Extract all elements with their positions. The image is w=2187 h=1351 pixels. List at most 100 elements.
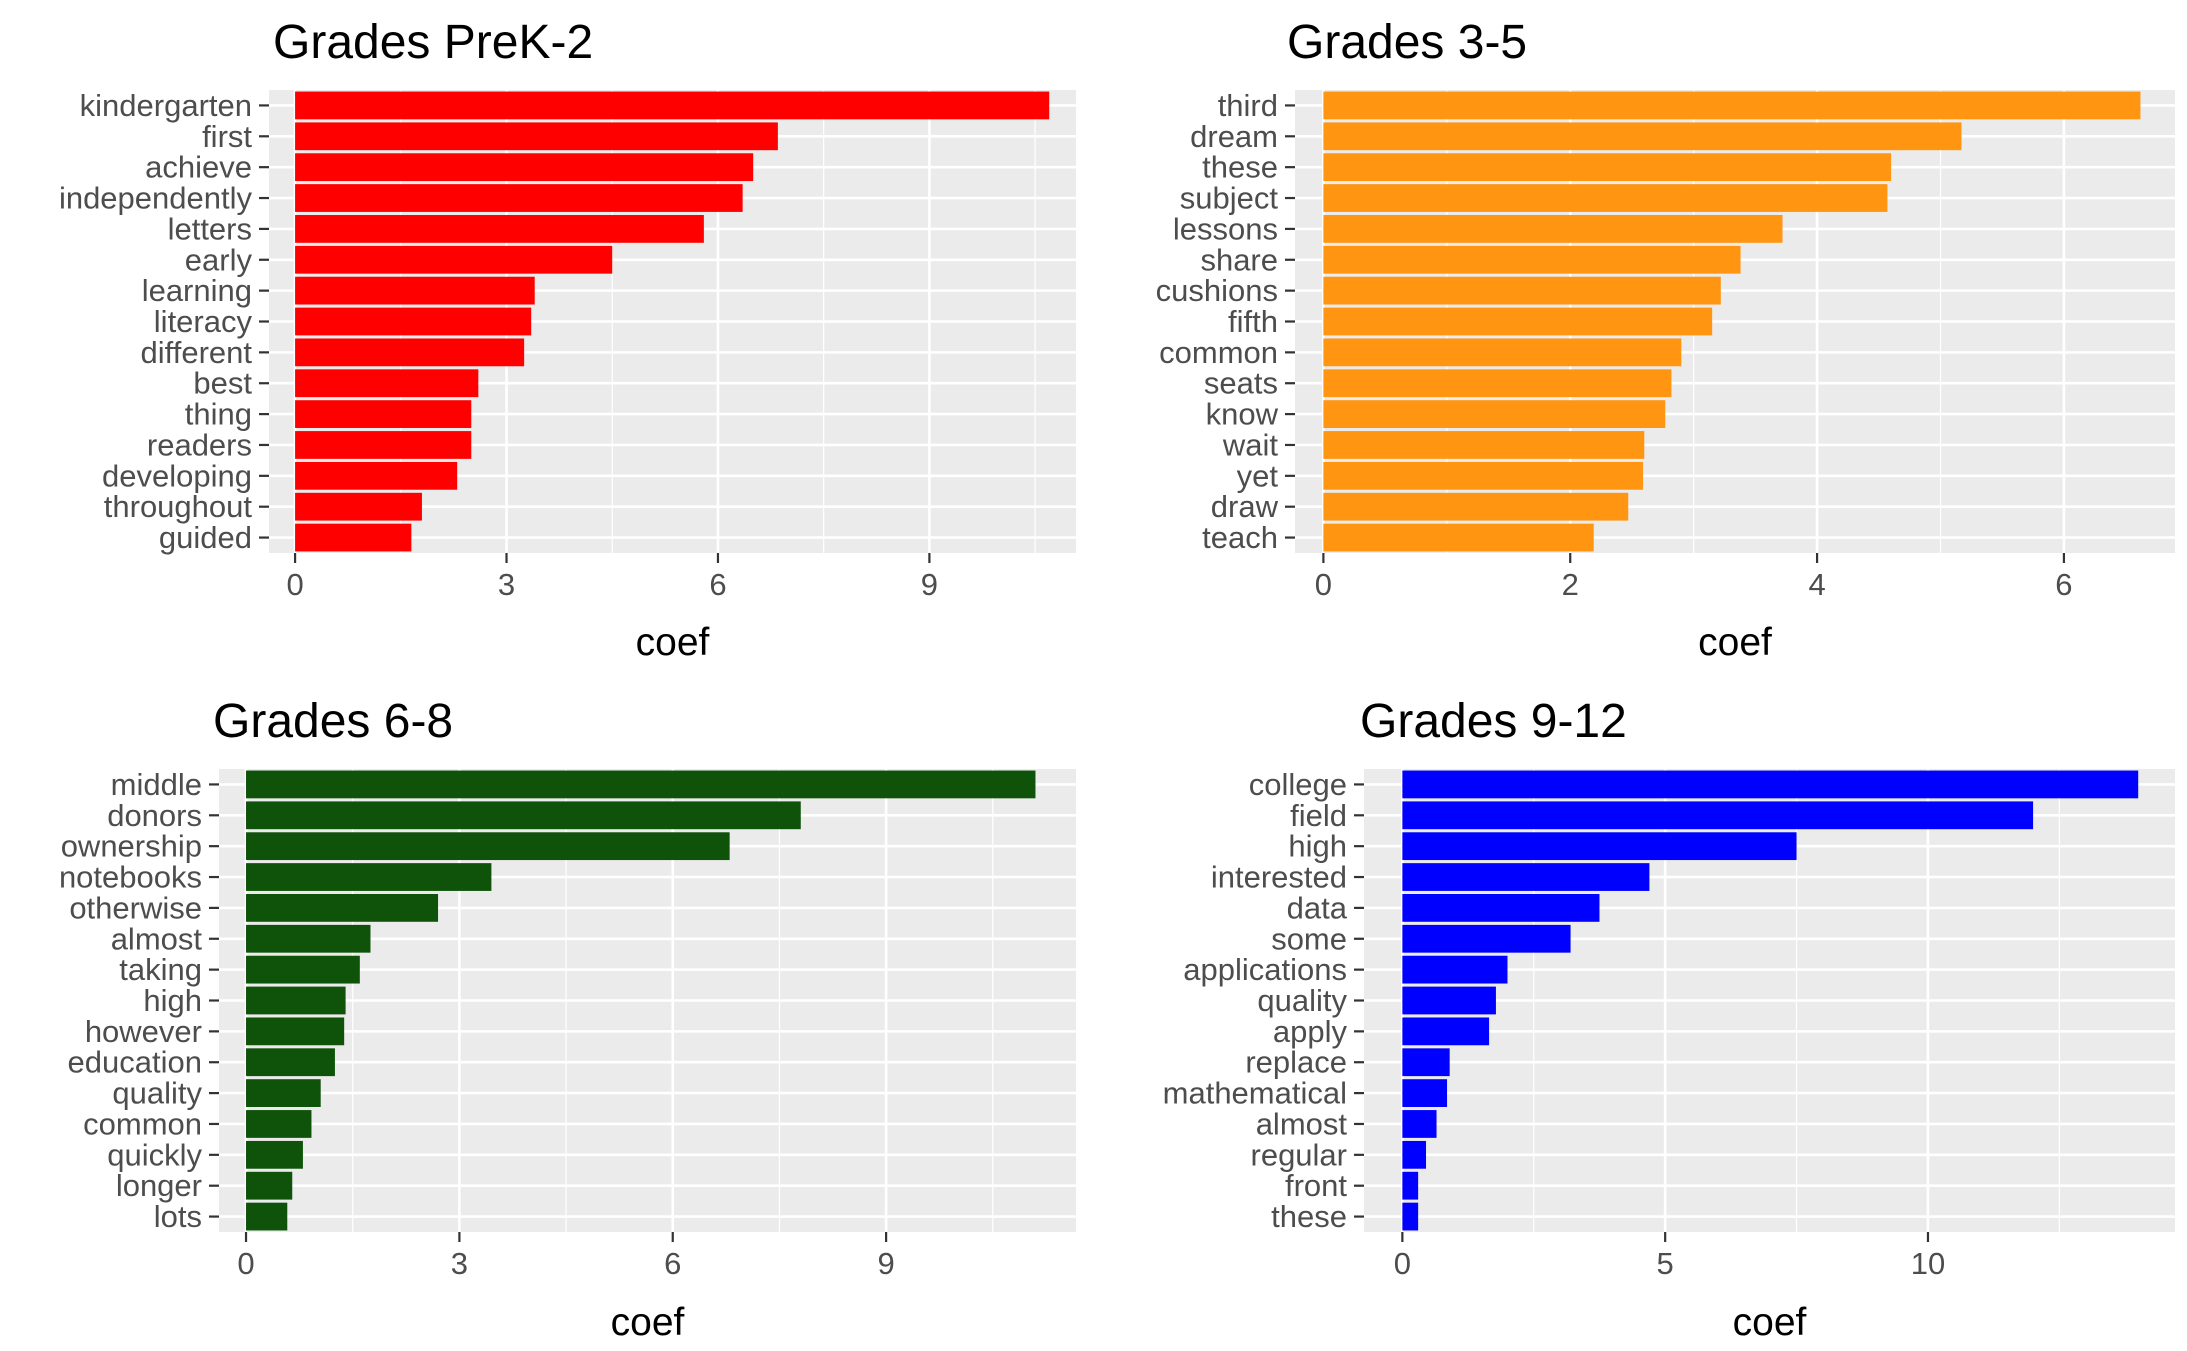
bar-share [1323, 245, 1741, 274]
bar-front [1402, 1171, 1419, 1200]
bar-these [1323, 153, 1892, 182]
bar-almost [246, 924, 371, 953]
category-label: notebooks [59, 860, 202, 895]
category-label: thing [185, 397, 252, 432]
x-tick-label: 3 [498, 567, 515, 602]
bar-quality [1402, 986, 1496, 1015]
bar-lessons [1323, 215, 1783, 243]
chart-title: Grades PreK-2 [273, 16, 593, 69]
category-label: middle [111, 767, 202, 802]
category-label: common [1159, 335, 1278, 370]
bar-cushions [1323, 276, 1721, 305]
category-label: draw [1211, 489, 1279, 524]
category-label: longer [116, 1168, 202, 1203]
x-tick-label: 3 [451, 1246, 468, 1281]
bar-kindergarten [295, 91, 1050, 120]
x-axis-title: coef [636, 621, 710, 664]
x-tick-label: 2 [1562, 567, 1579, 602]
category-label: achieve [145, 150, 252, 185]
bar-college [1402, 770, 2139, 799]
category-label: interested [1211, 860, 1347, 895]
category-label: best [193, 366, 252, 401]
bar-developing [295, 461, 458, 490]
category-label: these [1271, 1199, 1347, 1234]
panel-grades-prek-2: kindergartenfirstachieveindependentlylet… [59, 16, 1076, 664]
bar-seats [1323, 369, 1672, 398]
bar-independently [295, 184, 743, 212]
category-label: high [1288, 829, 1347, 864]
bar-field [1402, 801, 2034, 830]
category-label: cushions [1156, 273, 1278, 308]
bar-best [295, 369, 479, 398]
bar-early [295, 245, 613, 274]
category-label: almost [111, 921, 203, 956]
bar-applications [1402, 955, 1508, 984]
category-label: almost [1256, 1106, 1348, 1141]
category-label: donors [107, 798, 202, 833]
category-label: regular [1251, 1137, 1348, 1172]
chart-title: Grades 9-12 [1360, 695, 1627, 748]
category-label: independently [59, 181, 253, 216]
bar-first [295, 122, 778, 151]
x-tick-label: 0 [1315, 567, 1332, 602]
category-label: front [1285, 1168, 1347, 1203]
category-label: common [83, 1106, 202, 1141]
bar-readers [295, 431, 472, 459]
x-tick-label: 0 [1394, 1246, 1411, 1281]
bar-common [1323, 338, 1682, 367]
bar-different [295, 338, 525, 367]
bar-subject [1323, 184, 1888, 212]
bar-replace [1402, 1048, 1450, 1077]
bar-common [246, 1110, 312, 1138]
category-label: first [202, 119, 252, 154]
bar-otherwise [246, 894, 439, 922]
category-label: literacy [154, 304, 253, 339]
bar-taking [246, 955, 360, 984]
category-label: different [141, 335, 253, 370]
category-label: learning [142, 273, 252, 308]
bar-high [1402, 832, 1797, 861]
bar-notebooks [246, 863, 492, 891]
category-label: quickly [107, 1137, 202, 1172]
category-label: college [1249, 767, 1347, 802]
category-label: data [1287, 890, 1348, 925]
category-label: replace [1245, 1045, 1347, 1080]
category-label: field [1290, 798, 1347, 833]
category-label: some [1271, 921, 1347, 956]
bar-achieve [295, 153, 754, 182]
x-tick-label: 6 [709, 567, 726, 602]
category-label: lots [154, 1199, 202, 1234]
category-label: know [1206, 397, 1279, 432]
bar-education [246, 1048, 335, 1077]
category-label: early [185, 242, 253, 277]
bar-know [1323, 400, 1666, 428]
x-tick-label: 9 [877, 1246, 894, 1281]
bar-longer [246, 1171, 293, 1200]
bar-almost [1402, 1110, 1437, 1138]
category-label: throughout [104, 489, 253, 524]
panel-grades-9-12: collegefieldhighinteresteddatasomeapplic… [1163, 695, 2175, 1344]
category-label: however [85, 1014, 202, 1049]
bar-ownership [246, 832, 730, 861]
chart-title: Grades 3-5 [1287, 16, 1527, 69]
bar-quickly [246, 1140, 303, 1169]
bar-dream [1323, 122, 1962, 151]
x-tick-label: 0 [237, 1246, 254, 1281]
category-label: share [1200, 242, 1278, 277]
category-label: high [143, 983, 202, 1018]
category-label: readers [147, 427, 252, 462]
bar-interested [1402, 863, 1650, 891]
category-label: subject [1180, 181, 1279, 216]
bar-however [246, 1017, 345, 1046]
category-label: fifth [1228, 304, 1278, 339]
x-tick-label: 6 [664, 1246, 681, 1281]
category-label: developing [102, 458, 252, 493]
bar-throughout [295, 492, 422, 521]
category-label: applications [1183, 952, 1347, 987]
category-label: otherwise [69, 890, 202, 925]
chart-title: Grades 6-8 [213, 695, 453, 748]
x-tick-label: 4 [1808, 567, 1825, 602]
bar-fifth [1323, 307, 1713, 336]
bar-learning [295, 276, 535, 305]
